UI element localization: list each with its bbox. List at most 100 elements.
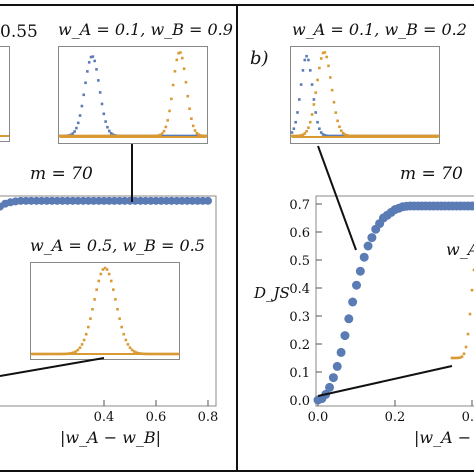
inset-orange-dist — [76, 348, 80, 352]
right-plot-frame — [315, 195, 474, 407]
inset-orange-dist — [190, 117, 193, 121]
inset-blue-dist — [75, 126, 78, 130]
inset-orange-dist — [301, 133, 305, 137]
inset-orange-dist — [352, 134, 356, 138]
inset-orange-dist — [173, 69, 177, 73]
right-data-point — [336, 347, 346, 357]
inset-blue-dist — [82, 93, 86, 97]
left-plot-frame — [0, 195, 217, 407]
inset-orange-dist — [201, 134, 204, 138]
inset-blue-dist — [338, 134, 341, 138]
right-y-tick-label: 0.4 — [289, 282, 310, 297]
right-y-tick-label: 0.2 — [289, 338, 310, 353]
inset-orange-dist — [321, 51, 325, 55]
inset-orange-dist — [470, 288, 474, 292]
inset-blue-dist — [312, 98, 316, 101]
left-x-tick-label: 0.4 — [94, 410, 115, 425]
inset-orange-dist — [310, 113, 314, 116]
inset-blue-dist — [321, 133, 325, 136]
right-y-tick-label: 0.7 — [289, 198, 310, 213]
inset-blue-dist — [290, 131, 294, 134]
inset-orange-dist — [336, 119, 339, 123]
inset-orange-dist — [122, 332, 126, 336]
inset-orange-dist — [360, 134, 363, 138]
inset-orange-dist — [292, 134, 296, 138]
right-data-point — [332, 361, 342, 371]
inset-orange-dist — [74, 350, 78, 353]
left-x-tick-label: 0.6 — [146, 410, 167, 425]
inset-orange-dist — [114, 298, 117, 301]
inset-orange-dist — [464, 345, 468, 349]
inset-orange-dist — [354, 134, 358, 138]
inset-blue-dist — [102, 112, 106, 116]
inset-blue-dist — [305, 54, 308, 58]
inset-orange-dist — [303, 132, 307, 135]
inset-orange-dist — [323, 51, 327, 54]
inset-blue-dist — [316, 120, 319, 124]
inset-orange-dist — [97, 279, 101, 283]
right-inset-weights-label: w_A = 0.1, w_B = 0.2 — [292, 20, 467, 39]
inset-orange-dist — [128, 346, 132, 349]
right-y-tick-label: 0.1 — [289, 366, 310, 381]
inset-orange-dist — [312, 103, 316, 106]
inset-orange-dist — [458, 356, 462, 359]
inset-orange-dist — [177, 51, 180, 55]
inset-orange-dist — [170, 97, 173, 101]
inset-blue-dist — [292, 127, 296, 131]
inset-blue-dist — [299, 83, 303, 86]
inset-orange-dist — [361, 134, 365, 138]
connector-line — [317, 145, 357, 251]
right-y-tick-label: 0.5 — [289, 254, 310, 269]
inset-orange-dist — [339, 129, 343, 132]
inset-orange-dist — [334, 111, 338, 114]
inset-orange-dist — [197, 133, 200, 137]
right-x-tick-label: 0.4 — [462, 410, 474, 425]
right-data-point — [359, 252, 369, 262]
inset-blue-dist — [91, 55, 95, 58]
inset-blue-dist — [106, 125, 109, 129]
inset-blue-dist — [318, 127, 321, 131]
inset-blue-dist — [330, 134, 334, 138]
inset-orange-dist — [338, 125, 341, 129]
inset-orange-dist — [318, 66, 321, 70]
right-partial-inset-label: w_A — [446, 240, 474, 259]
inset-orange-dist — [120, 325, 123, 329]
inset-orange-dist — [308, 120, 312, 124]
inset-blue-dist — [86, 70, 89, 73]
inset-blue-dist — [111, 133, 115, 136]
inset-orange-dist — [126, 343, 130, 346]
inset-blue-dist — [76, 121, 80, 125]
left-data-point — [204, 196, 212, 205]
right-data-point — [355, 266, 365, 276]
inset-orange-dist — [166, 119, 169, 122]
inset-orange-dist — [118, 317, 121, 320]
inset-orange-dist — [186, 94, 190, 98]
inset-orange-dist — [112, 288, 115, 291]
inset-orange-dist — [193, 129, 197, 132]
inset-orange-dist — [199, 134, 202, 137]
inset-orange-dist — [332, 100, 336, 104]
inset-orange-dist — [343, 133, 347, 136]
inset-orange-dist — [330, 88, 334, 92]
inset-orange-dist — [182, 67, 186, 71]
inset-orange-dist — [316, 78, 319, 82]
right-y-tick-label: 0.3 — [289, 310, 310, 325]
right-y-tick-label: 0.6 — [289, 226, 310, 241]
inset-blue-dist — [334, 134, 338, 138]
right-x-axis-label: |w_A − — [414, 428, 472, 447]
inset-blue-dist — [84, 81, 87, 85]
right-y-axis-label: D_JS — [254, 284, 290, 302]
inset-blue-dist — [98, 91, 102, 94]
right-data-point — [363, 241, 373, 251]
left-bottom-inset — [30, 262, 180, 360]
inset-blue-dist — [296, 111, 299, 114]
inset-orange-dist — [454, 356, 458, 360]
inset-blue-dist — [80, 104, 84, 108]
inset-orange-dist — [103, 266, 107, 270]
inset-orange-dist — [202, 134, 206, 138]
right-x-tick-label: 0.0 — [308, 410, 329, 425]
left-x-tick-label: 0.8 — [198, 410, 219, 425]
inset-blue-dist — [89, 55, 93, 59]
connector-line — [317, 365, 453, 397]
inset-orange-dist — [80, 343, 84, 346]
